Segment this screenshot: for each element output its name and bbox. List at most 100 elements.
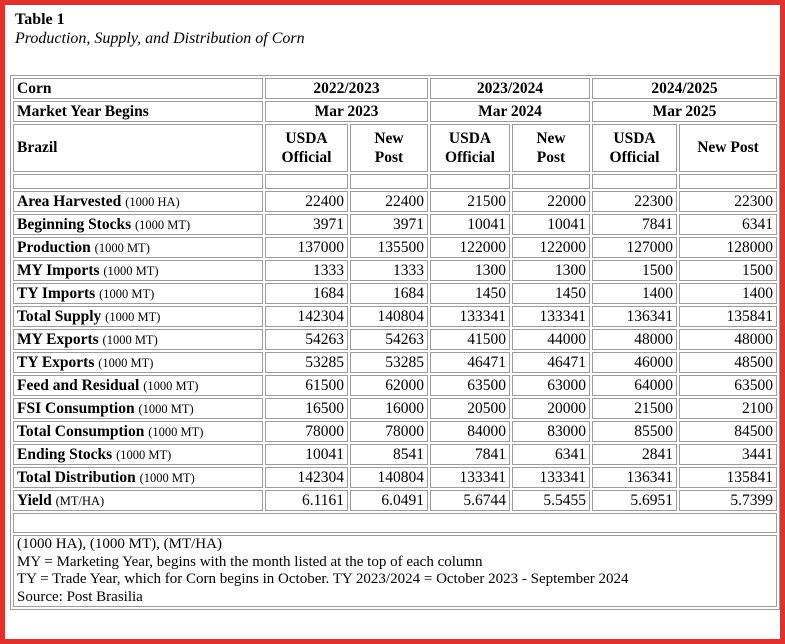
usda-official-header-cell: USDA Official bbox=[265, 124, 348, 172]
row-label: Beginning Stocks bbox=[17, 215, 132, 233]
year-cell-2024-2025: 2024/2025 bbox=[592, 78, 777, 99]
table-row: MY Exports (1000 MT) 54263 54263 41500 44000… bbox=[13, 329, 777, 350]
row-unit: (1000 HA) bbox=[125, 194, 180, 209]
value-cell: 136341 bbox=[592, 306, 677, 327]
row-label-cell: Total Distribution (1000 MT) bbox=[13, 467, 263, 488]
value-cell: 127000 bbox=[592, 237, 677, 258]
value-cell: 5.5455 bbox=[512, 490, 590, 511]
row-label: Ending Stocks bbox=[17, 445, 113, 463]
row-label-cell: TY Imports (1000 MT) bbox=[13, 283, 263, 304]
row-label: TY Exports bbox=[17, 353, 95, 371]
row-label: MY Imports bbox=[17, 261, 100, 279]
value-cell: 84500 bbox=[679, 421, 777, 442]
value-cell: 1400 bbox=[679, 283, 777, 304]
value-cell: 10041 bbox=[430, 214, 510, 235]
row-unit: (1000 MT) bbox=[116, 447, 172, 462]
row-label-cell: Yield (MT/HA) bbox=[13, 490, 263, 511]
row-unit: (1000 MT) bbox=[99, 286, 155, 301]
value-cell: 41500 bbox=[430, 329, 510, 350]
value-cell: 128000 bbox=[679, 237, 777, 258]
usda-official-header-cell: USDA Official bbox=[592, 124, 677, 172]
value-cell: 48500 bbox=[679, 352, 777, 373]
empty-cell bbox=[13, 174, 263, 189]
row-unit: (1000 MT) bbox=[143, 378, 199, 393]
row-unit: (1000 MT) bbox=[139, 470, 195, 485]
market-year-label-cell: Market Year Begins bbox=[13, 101, 263, 122]
value-cell: 140804 bbox=[350, 467, 428, 488]
row-unit: (1000 MT) bbox=[98, 355, 154, 370]
value-cell: 10041 bbox=[512, 214, 590, 235]
value-cell: 21500 bbox=[430, 191, 510, 212]
table-row: FSI Consumption (1000 MT) 16500 16000 20500… bbox=[13, 398, 777, 419]
value-cell: 142304 bbox=[265, 306, 348, 327]
table-title: Table 1 bbox=[15, 11, 65, 28]
row-unit: (1000 MT) bbox=[148, 424, 204, 439]
value-cell: 122000 bbox=[430, 237, 510, 258]
psd-table: Corn 2022/2023 2023/2024 2024/2025 Marke… bbox=[10, 75, 780, 610]
value-cell: 84000 bbox=[430, 421, 510, 442]
notes-cell: (1000 HA), (1000 MT), (MT/HA) MY = Marke… bbox=[13, 535, 777, 607]
empty-cell bbox=[430, 174, 510, 189]
value-cell: 61500 bbox=[265, 375, 348, 396]
row-label: Area Harvested bbox=[17, 192, 122, 210]
value-cell: 21500 bbox=[592, 398, 677, 419]
table-row: Area Harvested (1000 HA) 22400 22400 21500 2… bbox=[13, 191, 777, 212]
ty-definition-note: TY = Trade Year, which for Corn begins i… bbox=[17, 571, 629, 587]
value-cell: 7841 bbox=[592, 214, 677, 235]
row-unit: (1000 MT) bbox=[103, 263, 159, 278]
header-line: Post bbox=[374, 149, 404, 166]
value-cell: 1450 bbox=[512, 283, 590, 304]
new-post-header-cell: New Post bbox=[350, 124, 428, 172]
value-cell: 3441 bbox=[679, 444, 777, 465]
value-cell: 135841 bbox=[679, 306, 777, 327]
empty-row bbox=[13, 174, 777, 189]
row-unit: (MT/HA) bbox=[55, 493, 105, 508]
value-cell: 3971 bbox=[350, 214, 428, 235]
new-post-header-cell: New Post bbox=[512, 124, 590, 172]
value-cell: 2841 bbox=[592, 444, 677, 465]
value-cell: 46471 bbox=[512, 352, 590, 373]
header-line: USDA bbox=[613, 129, 656, 147]
row-label: Production bbox=[17, 238, 91, 256]
value-cell: 122000 bbox=[512, 237, 590, 258]
value-cell: 1684 bbox=[265, 283, 348, 304]
value-cell: 8541 bbox=[350, 444, 428, 465]
header-line: Official bbox=[609, 149, 660, 166]
value-cell: 22400 bbox=[265, 191, 348, 212]
value-cell: 22000 bbox=[512, 191, 590, 212]
new-post-header-cell: New Post bbox=[679, 124, 777, 172]
value-cell: 54263 bbox=[350, 329, 428, 350]
row-label-cell: Total Supply (1000 MT) bbox=[13, 306, 263, 327]
value-cell: 1333 bbox=[265, 260, 348, 281]
table-row: Total Consumption (1000 MT) 78000 78000 840… bbox=[13, 421, 777, 442]
value-cell: 46000 bbox=[592, 352, 677, 373]
table-row: Yield (MT/HA) 6.1161 6.0491 5.6744 5.5455 5.6… bbox=[13, 490, 777, 511]
value-cell: 136341 bbox=[592, 467, 677, 488]
header-line: Official bbox=[445, 149, 495, 166]
value-cell: 3971 bbox=[265, 214, 348, 235]
table-row: Ending Stocks (1000 MT) 10041 8541 7841 6341… bbox=[13, 444, 777, 465]
empty-cell bbox=[679, 174, 777, 189]
market-year-begin-cell: Mar 2025 bbox=[592, 101, 777, 122]
usda-official-header-cell: USDA Official bbox=[430, 124, 510, 172]
country-cell: Brazil bbox=[13, 124, 263, 172]
value-cell: 1684 bbox=[350, 283, 428, 304]
value-cell: 135841 bbox=[679, 467, 777, 488]
table-row: MY Imports (1000 MT) 1333 1333 1300 1300 1500… bbox=[13, 260, 777, 281]
source-note: Source: Post Brasilia bbox=[17, 588, 143, 605]
value-cell: 1300 bbox=[430, 260, 510, 281]
row-label-cell: Beginning Stocks (1000 MT) bbox=[13, 214, 263, 235]
row-label-cell: MY Exports (1000 MT) bbox=[13, 329, 263, 350]
value-cell: 133341 bbox=[430, 467, 510, 488]
value-cell: 44000 bbox=[512, 329, 590, 350]
year-header-row: Corn 2022/2023 2023/2024 2024/2025 bbox=[13, 78, 777, 99]
bottom-empty-row bbox=[13, 513, 777, 533]
table-row: Production (1000 MT) 137000 135500 122000 12… bbox=[13, 237, 777, 258]
value-cell: 5.7399 bbox=[679, 490, 777, 511]
value-cell: 1300 bbox=[512, 260, 590, 281]
table-row: Total Supply (1000 MT) 142304 140804 133341… bbox=[13, 306, 777, 327]
header-line: Post bbox=[536, 149, 566, 166]
value-cell: 22300 bbox=[592, 191, 677, 212]
row-unit: (1000 MT) bbox=[94, 240, 150, 255]
row-label-cell: Total Consumption (1000 MT) bbox=[13, 421, 263, 442]
